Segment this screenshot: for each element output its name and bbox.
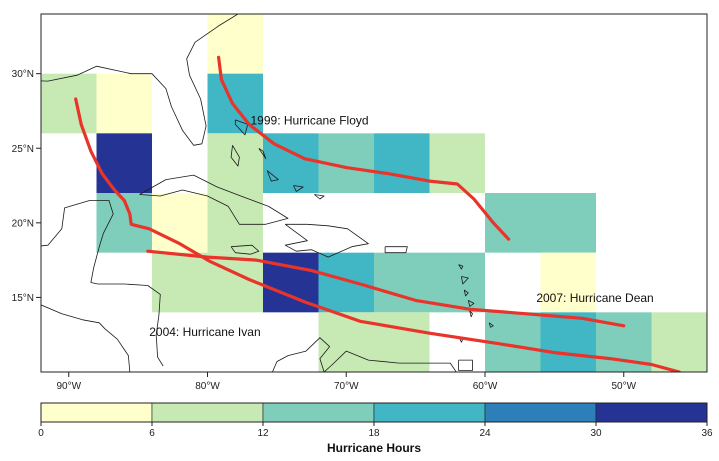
legend-bin [40, 402, 153, 423]
coastline [271, 337, 457, 372]
color-legend: 0 6 12 18 24 30 36 Hurricane Hours [38, 402, 713, 455]
legend-ticks: 0 6 12 18 24 30 36 [38, 422, 713, 439]
grid-cell [429, 252, 485, 313]
map-frame [40, 13, 708, 373]
grid-cell [96, 133, 152, 193]
lat-tick-label: 30°N [12, 69, 34, 80]
grid-cell [540, 252, 596, 313]
lat-tick-label: 25°N [12, 144, 34, 155]
coastline [469, 310, 473, 318]
grid-cell [651, 312, 707, 372]
grid-cell [96, 73, 152, 134]
coastline [314, 194, 325, 200]
storm-label: 2004: Hurricane Ivan [149, 325, 260, 339]
coastline [384, 246, 408, 254]
coastlines [41, 14, 494, 372]
latitude-axis: 15°N 20°N 25°N 30°N [12, 69, 41, 304]
coastline [139, 174, 289, 225]
coastline [467, 300, 475, 307]
coastline [458, 264, 464, 270]
coastline [41, 14, 239, 146]
coastline [234, 119, 249, 136]
coastline [41, 304, 131, 372]
coastline [293, 185, 304, 192]
grid-cell [374, 312, 430, 372]
storm-labels: 1999: Hurricane Floyd 2004: Hurricane Iva… [149, 113, 654, 339]
legend-bin [373, 402, 486, 423]
storm-tracks [74, 55, 681, 372]
coastline [266, 170, 279, 182]
grid-cell [41, 73, 97, 134]
lat-tick-label: 15°N [12, 293, 34, 304]
coastline [230, 145, 240, 167]
legend-tick-label: 0 [38, 428, 44, 439]
legend-title: Hurricane Hours [327, 441, 421, 455]
legend-color-bins [40, 402, 708, 423]
grid-cell [540, 193, 596, 253]
grid-cell [374, 133, 430, 193]
hurricane-hours-grid [41, 14, 707, 372]
grid-cell [318, 252, 374, 313]
longitude-axis: 90°W 80°W 70°W 60°W 50°W [56, 372, 637, 392]
coastline [458, 359, 473, 371]
storm-label: 1999: Hurricane Floyd [251, 113, 369, 127]
map-panel: 1999: Hurricane Floyd 2004: Hurricane Iva… [12, 13, 708, 392]
coastline [41, 200, 164, 367]
coastline [284, 223, 369, 258]
legend-tick-label: 30 [590, 428, 602, 439]
legend-tick-label: 18 [368, 428, 380, 439]
grid-cell [540, 312, 596, 372]
storm-track [217, 55, 511, 241]
grid-cell [374, 252, 430, 313]
grid-cell [152, 252, 208, 313]
legend-tick-label: 36 [701, 428, 713, 439]
coastline [258, 147, 267, 160]
legend-tick-label: 12 [257, 428, 269, 439]
legend-bin [484, 402, 597, 423]
lat-tick-label: 20°N [12, 218, 34, 229]
storm-track [146, 249, 626, 328]
lon-tick-label: 50°W [611, 381, 636, 392]
storm-track [74, 97, 681, 372]
grid-cell [207, 193, 263, 253]
lon-tick-label: 90°W [56, 381, 81, 392]
coastline [488, 322, 494, 328]
legend-tick-label: 24 [479, 428, 491, 439]
coastline [230, 244, 260, 255]
grid-cell [207, 14, 263, 74]
legend-bin [151, 402, 264, 423]
lon-tick-label: 70°W [334, 381, 359, 392]
legend-tick-label: 6 [149, 428, 155, 439]
lon-tick-label: 60°W [473, 381, 498, 392]
legend-bin [595, 402, 708, 423]
lon-tick-label: 80°W [195, 381, 220, 392]
legend-bin [262, 402, 375, 423]
storm-label: 2007: Hurricane Dean [536, 291, 653, 305]
coastline [461, 276, 469, 285]
coastline [463, 289, 469, 297]
